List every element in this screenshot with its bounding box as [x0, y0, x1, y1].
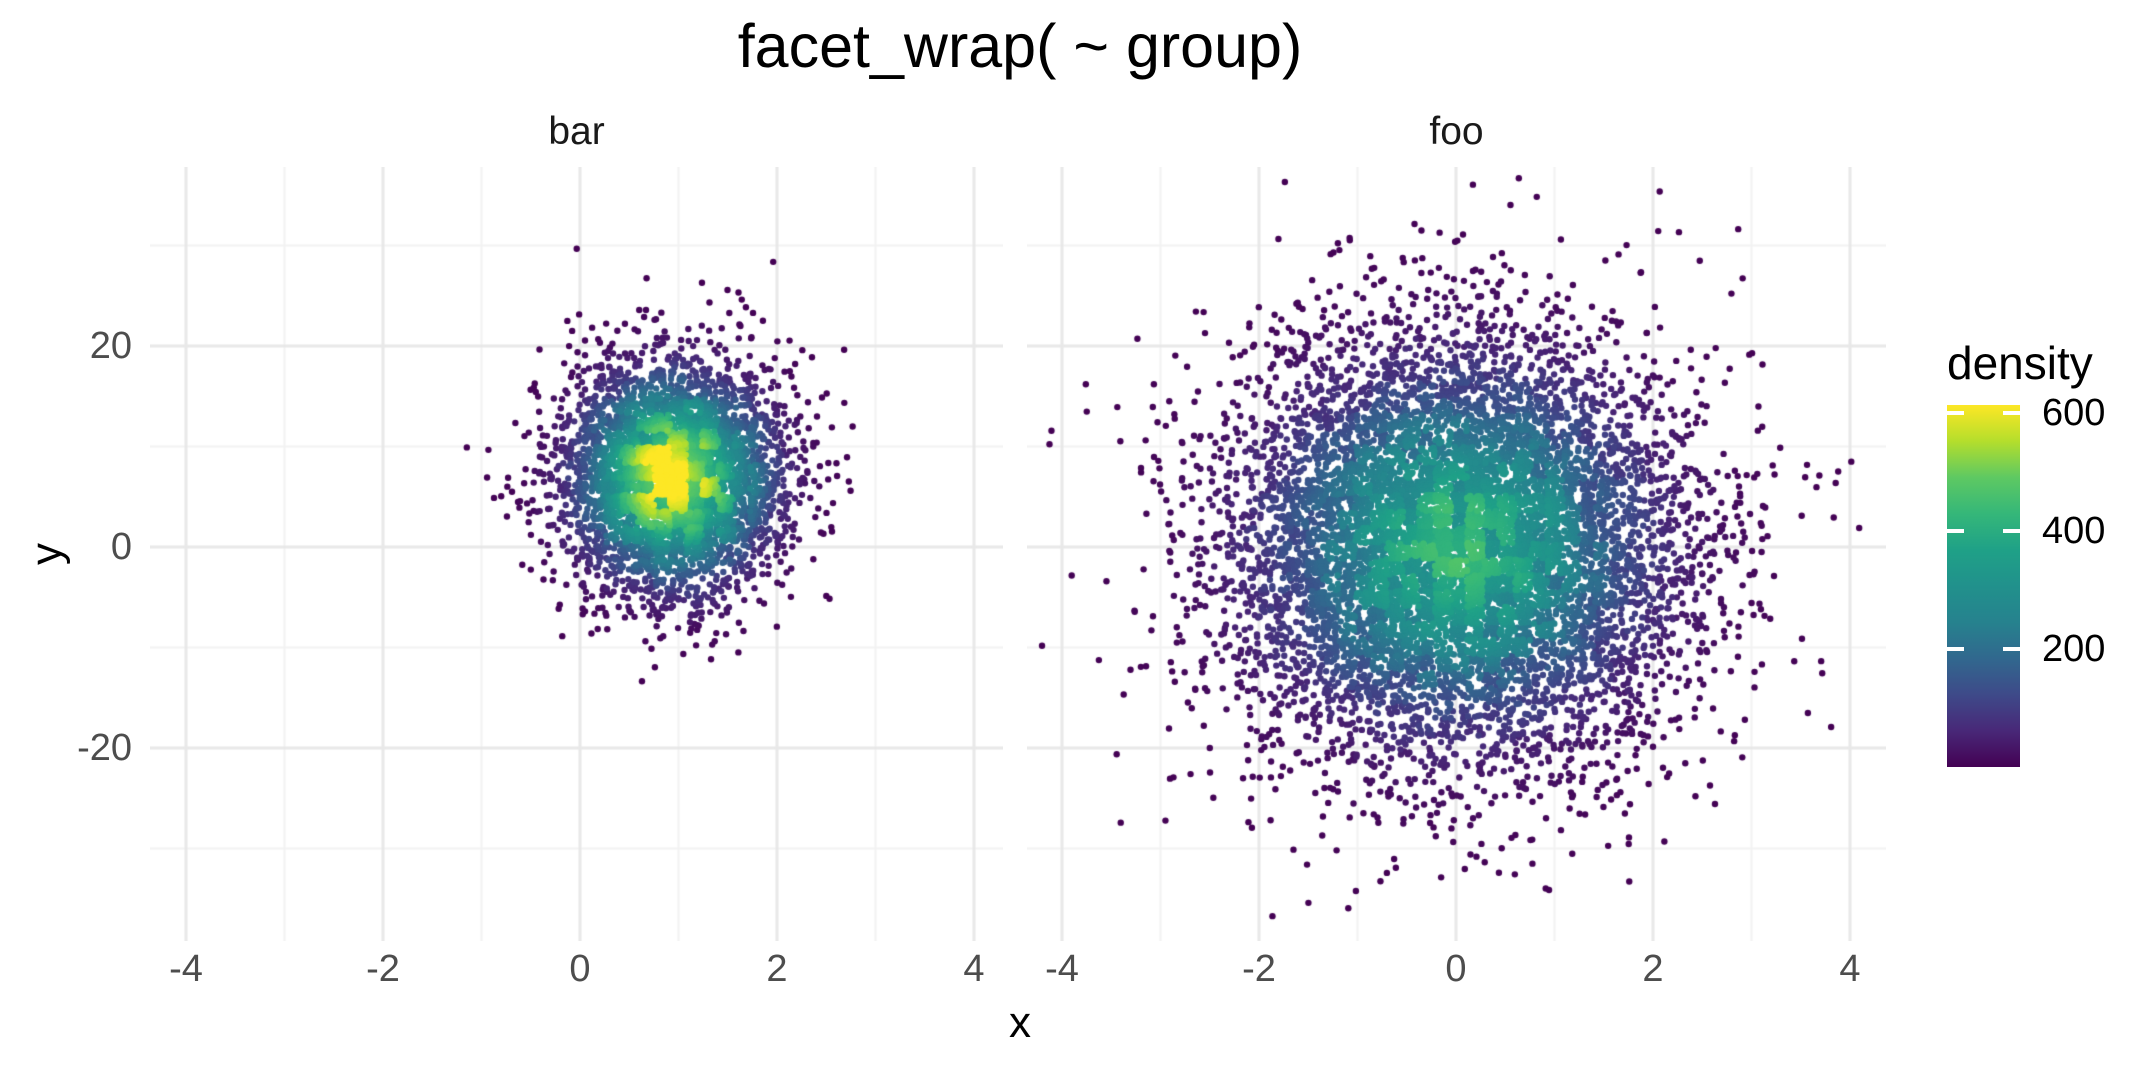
- legend-title: density: [1947, 337, 2093, 389]
- x-tick-label: 4: [963, 948, 985, 990]
- x-tick-label: 0: [569, 948, 591, 990]
- facet-strip-label-foo: foo: [1429, 110, 1484, 153]
- facet-strip-label-bar: bar: [548, 110, 605, 153]
- legend-tick-mark: [1947, 410, 1964, 415]
- legend-tick-mark: [2003, 646, 2020, 651]
- x-tick-label: 0: [1445, 948, 1467, 990]
- legend-tick-label: 400: [2042, 509, 2106, 552]
- facet-panel-foo-canvas: [1027, 167, 1886, 941]
- legend-tick-mark: [1947, 528, 1964, 533]
- y-tick-label: 20: [89, 325, 132, 367]
- legend-tick-label: 600: [2042, 391, 2106, 434]
- legend-colorbar: [1947, 405, 2020, 767]
- y-tick-label: -20: [77, 727, 132, 769]
- x-tick-label: -2: [1242, 948, 1276, 990]
- y-axis-title-text: y: [22, 543, 71, 565]
- facet-panel-bar-canvas: [150, 167, 1003, 941]
- x-tick-label: 4: [1839, 948, 1861, 990]
- y-tick-label: 0: [110, 526, 132, 568]
- legend-tick-mark: [1947, 646, 1964, 651]
- x-tick-label: 2: [1642, 948, 1664, 990]
- x-axis-title: x: [1009, 998, 1031, 1047]
- legend-tick-mark: [2003, 410, 2020, 415]
- x-tick-label: -4: [169, 948, 203, 990]
- x-tick-label: 2: [766, 948, 788, 990]
- x-tick-label: -2: [366, 948, 400, 990]
- x-tick-label: -4: [1045, 948, 1079, 990]
- plot-title: facet_wrap( ~ group): [737, 12, 1303, 80]
- legend-tick-mark: [2003, 528, 2020, 533]
- legend-tick-label: 200: [2042, 627, 2106, 670]
